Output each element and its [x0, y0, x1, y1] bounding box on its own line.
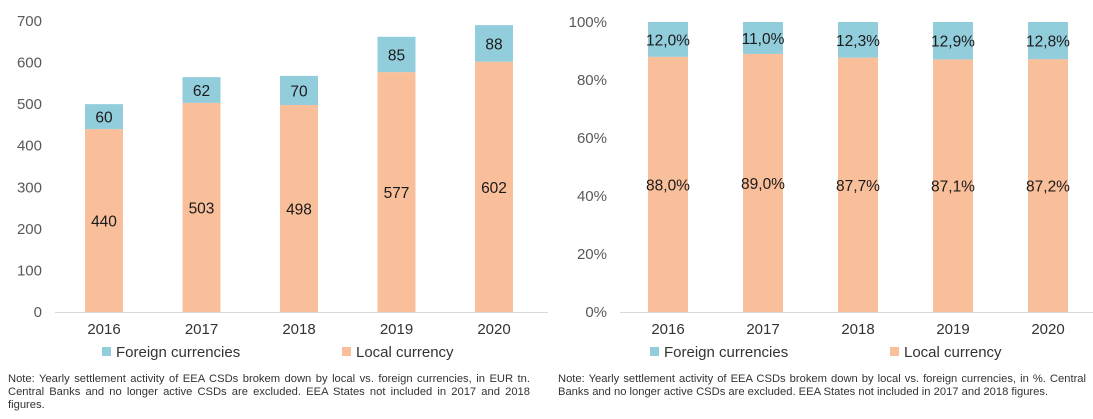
- data-label-foreign-currencies: 12,9%: [931, 34, 975, 51]
- data-label-local-currency: 87,7%: [836, 178, 880, 195]
- y-tick-label: 400: [17, 138, 42, 155]
- bar-local-currency: [85, 129, 123, 312]
- x-tick-label: 2020: [477, 321, 510, 338]
- bar-foreign-currencies: [475, 25, 513, 62]
- data-label-foreign-currencies: 12,3%: [836, 33, 880, 50]
- bar-foreign-currencies: [933, 22, 973, 60]
- bar-local-currency: [1028, 59, 1068, 313]
- data-label-local-currency: 577: [384, 185, 410, 202]
- y-tick-label: 0: [34, 304, 42, 321]
- data-label-foreign-currencies: 12,0%: [646, 32, 690, 49]
- y-tick-label: 200: [17, 221, 42, 238]
- bar-local-currency: [475, 61, 513, 312]
- data-label-local-currency: 88,0%: [646, 177, 690, 194]
- bar-local-currency: [182, 102, 221, 312]
- bar-foreign-currencies: [377, 36, 416, 73]
- data-label-foreign-currencies: 11,0%: [742, 31, 785, 48]
- bar-foreign-currencies: [182, 77, 221, 103]
- legend-swatch: [342, 347, 351, 356]
- bar-local-currency: [933, 59, 973, 312]
- y-tick-label: 600: [17, 55, 42, 72]
- x-tick-label: 2020: [1031, 321, 1064, 338]
- legend-swatch: [650, 347, 659, 356]
- data-label-foreign-currencies: 62: [193, 83, 210, 100]
- x-tick-label: 2017: [185, 321, 218, 338]
- bar-local-currency: [377, 72, 416, 312]
- bar-foreign-currencies: [838, 22, 878, 58]
- x-tick-label: 2019: [380, 321, 413, 338]
- y-tick-label: 60%: [577, 130, 607, 147]
- y-tick-label: 700: [17, 13, 42, 30]
- data-label-foreign-currencies: 85: [388, 47, 405, 64]
- data-label-local-currency: 440: [91, 214, 117, 231]
- bar-local-currency: [838, 57, 878, 312]
- y-tick-label: 300: [17, 179, 42, 196]
- x-tick-label: 2018: [282, 321, 315, 338]
- bar-foreign-currencies: [85, 104, 123, 130]
- bar-foreign-currencies: [648, 22, 688, 57]
- bar-foreign-currencies: [280, 75, 318, 105]
- legend-label: Local currency: [904, 344, 1002, 361]
- data-label-local-currency: 602: [481, 180, 507, 197]
- x-tick-label: 2018: [841, 321, 874, 338]
- data-label-local-currency: 503: [189, 200, 215, 217]
- settlement-percent-chart: 0% 20% 40% 60% 80% 100% 88,0% 12,0% 2016 89,0% 11,…: [569, 14, 1093, 361]
- legend-swatch: [890, 347, 899, 356]
- data-label-local-currency: 87,1%: [931, 179, 975, 196]
- y-tick-label: 100: [17, 262, 42, 279]
- chart-panel-absolute: 0 100 200 300 400 500 600 700 440 60 2016 503 62 2017…: [8, 13, 548, 411]
- data-label-local-currency: 498: [286, 201, 312, 218]
- y-tick-label: 100%: [569, 14, 607, 31]
- legend-label: Foreign currencies: [116, 344, 240, 361]
- data-label-foreign-currencies: 88: [485, 36, 502, 53]
- x-tick-label: 2019: [936, 321, 969, 338]
- chart-panel-percent: 0% 20% 40% 60% 80% 100% 88,0% 12,0% 2016 89,0% 11,…: [548, 0, 1093, 419]
- legend-label: Foreign currencies: [664, 344, 788, 361]
- chart-note: Note: Yearly settlement activity of EEA …: [558, 373, 1086, 398]
- x-tick-label: 2016: [651, 321, 684, 338]
- bar-local-currency: [743, 53, 783, 313]
- settlement-absolute-chart: 0 100 200 300 400 500 600 700 440 60 2016 503 62 2017…: [17, 13, 548, 361]
- y-tick-label: 20%: [577, 246, 607, 263]
- bar-foreign-currencies: [1028, 22, 1068, 60]
- y-tick-label: 80%: [577, 72, 607, 89]
- legend-swatch: [102, 347, 111, 356]
- data-label-foreign-currencies: 70: [290, 83, 308, 100]
- x-tick-label: 2017: [746, 321, 779, 338]
- data-label-foreign-currencies: 60: [95, 110, 113, 127]
- legend-label: Local currency: [356, 344, 454, 361]
- y-tick-label: 0%: [585, 304, 607, 321]
- y-tick-label: 500: [17, 96, 42, 113]
- bar-local-currency: [648, 56, 688, 312]
- chart-note: Note: Yearly settlement activity of EEA …: [8, 373, 530, 411]
- data-label-local-currency: 87,2%: [1026, 179, 1070, 196]
- bar-local-currency: [280, 104, 318, 312]
- data-label-foreign-currencies: 12,8%: [1026, 34, 1070, 51]
- bar-foreign-currencies: [743, 22, 783, 54]
- x-tick-label: 2016: [87, 321, 120, 338]
- y-tick-label: 40%: [577, 188, 607, 205]
- data-label-local-currency: 89,0%: [741, 176, 785, 193]
